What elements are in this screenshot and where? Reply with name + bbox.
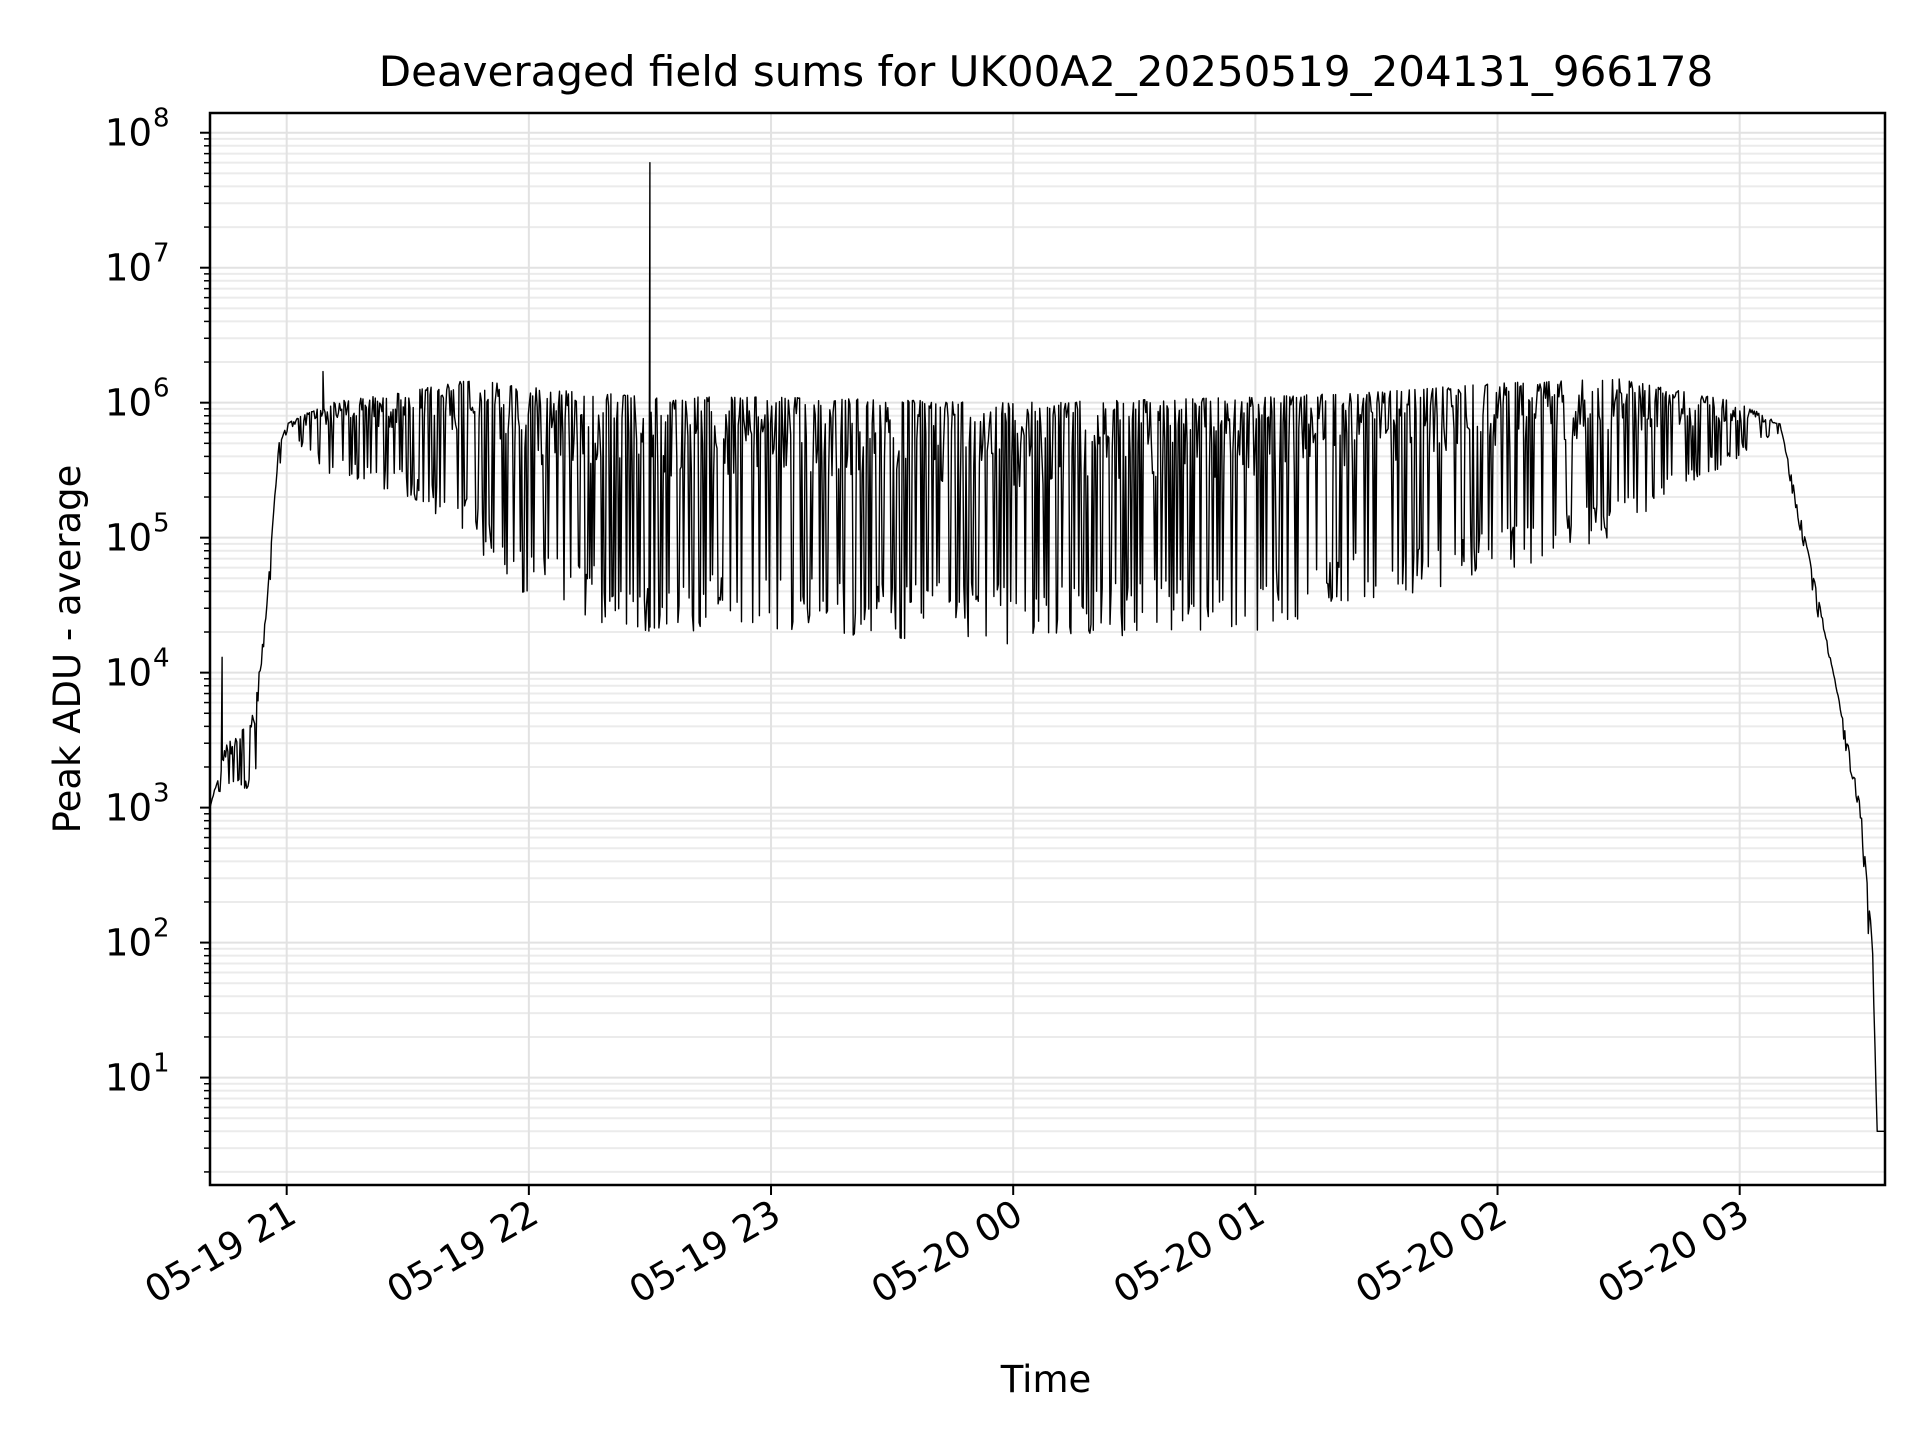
axes-frame <box>208 111 1887 1187</box>
y-tick-label: 10 <box>105 922 152 965</box>
y-tick-exponent: 8 <box>153 104 170 134</box>
y-tick-label: 10 <box>105 517 152 560</box>
y-tick-label: 10 <box>105 787 152 830</box>
x-axis-label: Time <box>1000 1358 1092 1401</box>
y-axis-label: Peak ADU - average <box>46 465 89 834</box>
y-tick-exponent: 3 <box>153 779 170 809</box>
y-tick-label: 10 <box>105 247 152 290</box>
y-tick-exponent: 2 <box>153 914 170 944</box>
y-tick-label: 10 <box>105 382 152 425</box>
y-tick-exponent: 5 <box>153 509 170 539</box>
y-tick-label: 10 <box>105 652 152 695</box>
y-tick-exponent: 4 <box>153 644 170 674</box>
y-tick-exponent: 7 <box>153 239 170 269</box>
y-tick-exponent: 6 <box>153 374 170 404</box>
grid <box>210 113 1885 1185</box>
y-tick-exponent: 1 <box>153 1049 170 1079</box>
series-line <box>209 162 1885 1132</box>
y-tick-label: 10 <box>105 112 152 155</box>
plot-area <box>209 162 1885 1132</box>
y-tick-label: 10 <box>105 1057 152 1100</box>
chart-title: Deaveraged field sums for UK00A2_2025051… <box>379 47 1713 96</box>
